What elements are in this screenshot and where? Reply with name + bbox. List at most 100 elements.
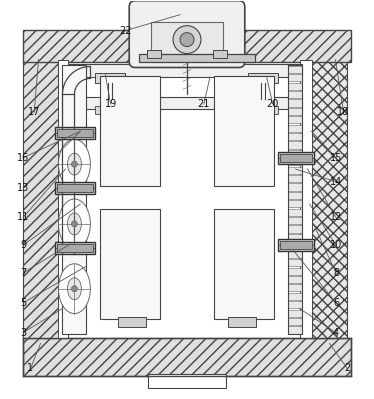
Text: 21: 21 xyxy=(197,99,210,109)
Text: 5: 5 xyxy=(20,298,26,308)
Bar xyxy=(288,116,301,123)
Bar xyxy=(288,234,301,241)
Text: 9: 9 xyxy=(20,240,26,250)
Circle shape xyxy=(71,161,77,167)
Bar xyxy=(288,293,301,300)
Bar xyxy=(288,99,301,107)
Text: 14: 14 xyxy=(330,177,342,187)
Bar xyxy=(214,209,274,318)
Bar xyxy=(100,77,160,186)
Circle shape xyxy=(71,221,77,227)
Circle shape xyxy=(180,33,194,47)
Text: 18: 18 xyxy=(337,107,350,117)
Bar xyxy=(288,192,301,199)
FancyBboxPatch shape xyxy=(129,1,245,67)
Bar xyxy=(248,73,278,83)
Text: 11: 11 xyxy=(17,212,29,222)
Bar xyxy=(288,74,301,81)
Bar xyxy=(288,259,301,266)
Bar xyxy=(288,65,301,334)
Bar xyxy=(300,59,312,338)
Bar xyxy=(288,200,301,207)
Bar xyxy=(288,310,301,317)
Text: 22: 22 xyxy=(119,26,132,36)
Circle shape xyxy=(71,286,77,292)
Bar xyxy=(288,301,301,308)
Ellipse shape xyxy=(67,213,82,235)
Ellipse shape xyxy=(58,199,91,249)
Ellipse shape xyxy=(58,139,91,189)
Text: 3: 3 xyxy=(20,328,26,338)
Bar xyxy=(288,141,301,148)
Bar xyxy=(68,63,301,77)
Bar xyxy=(288,66,301,73)
Bar xyxy=(55,242,95,254)
Bar xyxy=(288,167,301,174)
Bar xyxy=(95,73,125,83)
Ellipse shape xyxy=(67,278,82,300)
Circle shape xyxy=(173,26,201,53)
Bar xyxy=(310,59,347,338)
Bar xyxy=(288,217,301,224)
Bar xyxy=(139,53,255,61)
Text: 15: 15 xyxy=(330,153,342,163)
Bar xyxy=(288,184,301,191)
Bar xyxy=(278,239,313,251)
Ellipse shape xyxy=(67,153,82,175)
Text: 16: 16 xyxy=(17,153,29,163)
Bar xyxy=(95,107,119,115)
Bar xyxy=(58,129,94,137)
Bar xyxy=(288,267,301,275)
Bar xyxy=(100,209,160,318)
Text: 2: 2 xyxy=(344,363,350,373)
Bar xyxy=(213,49,227,57)
Bar xyxy=(228,316,256,326)
Bar xyxy=(280,154,312,162)
Bar xyxy=(288,326,301,334)
Bar xyxy=(288,150,301,157)
Bar xyxy=(288,83,301,90)
Text: 10: 10 xyxy=(330,240,342,250)
Text: 4: 4 xyxy=(333,328,339,338)
Text: 19: 19 xyxy=(104,99,117,109)
Bar xyxy=(288,158,301,165)
Bar xyxy=(58,244,94,252)
Text: 12: 12 xyxy=(330,212,342,222)
Text: 1: 1 xyxy=(27,363,34,373)
Text: 13: 13 xyxy=(17,183,29,193)
Bar xyxy=(254,107,278,115)
Bar xyxy=(58,184,94,192)
Bar xyxy=(55,182,95,194)
Bar xyxy=(22,59,61,338)
Bar xyxy=(288,124,301,132)
Bar xyxy=(147,49,161,57)
Bar xyxy=(288,209,301,216)
Ellipse shape xyxy=(58,264,91,314)
Bar xyxy=(288,91,301,98)
Bar xyxy=(280,241,312,249)
Bar xyxy=(288,175,301,182)
Bar xyxy=(55,127,95,139)
Bar xyxy=(62,65,86,334)
Text: 8: 8 xyxy=(333,268,339,278)
Bar xyxy=(288,251,301,258)
Bar xyxy=(288,318,301,325)
Bar xyxy=(58,59,68,338)
Bar xyxy=(288,108,301,115)
Bar xyxy=(151,22,223,53)
Bar xyxy=(22,30,352,61)
Bar xyxy=(118,316,146,326)
Text: 7: 7 xyxy=(20,268,26,278)
Bar xyxy=(214,77,274,186)
Text: 6: 6 xyxy=(333,298,339,308)
Text: 17: 17 xyxy=(28,107,40,117)
Text: 20: 20 xyxy=(267,99,279,109)
Bar xyxy=(288,276,301,283)
Bar xyxy=(148,374,226,388)
Bar xyxy=(278,152,313,164)
Bar xyxy=(288,242,301,249)
Bar xyxy=(288,133,301,140)
Bar xyxy=(288,225,301,233)
Bar xyxy=(22,338,352,376)
Bar xyxy=(288,284,301,292)
